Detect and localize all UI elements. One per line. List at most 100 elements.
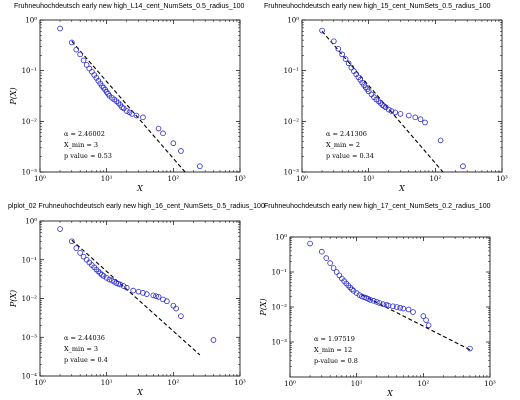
data-point — [133, 112, 140, 119]
data-point — [135, 288, 142, 295]
x-tick-label: 10³ — [496, 175, 508, 183]
data-point — [345, 60, 352, 67]
y-tick-label: 10⁻³ — [22, 169, 38, 177]
x-tick-label: 10³ — [484, 380, 496, 388]
fit-stat-0: α = 2.46002 — [64, 130, 105, 138]
fit-stat-1: X_min = 2 — [326, 141, 360, 149]
data-point — [323, 255, 330, 261]
y-tick-label: 10⁻⁴ — [22, 373, 38, 381]
data-point — [381, 103, 387, 109]
data-point — [57, 25, 63, 32]
data-point — [140, 114, 146, 121]
data-point — [365, 88, 372, 95]
x-axis-label: X — [136, 184, 143, 193]
y-axis-label: P(X) — [9, 290, 18, 308]
y-tick-label: 10⁻¹ — [272, 269, 288, 277]
data-point — [99, 271, 105, 278]
chart-title: Fruhneuhochdeutsch early new high_15_cen… — [264, 3, 491, 10]
chart-svg: 10⁰ 10¹ 10² 10³ 10⁻⁴ 10⁻³ 10⁻² 10⁻¹ 10⁰ X P(X) α = … — [9, 218, 246, 398]
data-point — [422, 119, 428, 126]
data-point — [437, 137, 444, 144]
data-point — [388, 108, 395, 114]
data-point — [160, 130, 166, 137]
chart-panel-4: Fruhneuhochdeutsch early new high_17_cen… — [259, 200, 520, 400]
fit-line — [71, 239, 201, 356]
data-point — [420, 313, 427, 319]
data-point — [178, 313, 184, 319]
fit-line — [71, 40, 186, 173]
chart-panel-1: Fruhneuhochdeutsch early new high_L14_ce… — [0, 0, 260, 200]
data-point — [357, 77, 364, 83]
data-point — [376, 300, 383, 306]
data-point — [380, 301, 386, 308]
x-tick-label: 10⁰ — [34, 379, 46, 387]
data-point — [170, 302, 177, 309]
data-point — [460, 163, 466, 170]
data-point — [330, 265, 337, 271]
x-axis-label: X — [136, 388, 143, 397]
x-tick-label: 10⁰ — [34, 175, 46, 183]
y-tick-label: 10⁰ — [25, 17, 37, 25]
chart-svg: 10⁰ 10¹ 10² 10³ 10⁻³ 10⁻² 10⁻¹ 10⁰ X P(X) α = 1.97… — [259, 234, 496, 399]
fit-stat-1: X_min = 3 — [64, 345, 98, 353]
data-point — [99, 83, 105, 89]
data-point — [178, 148, 184, 154]
y-tick-label: 10⁻³ — [22, 334, 38, 342]
data-point — [331, 38, 337, 45]
y-tick-label: 10⁻² — [22, 118, 38, 126]
data-point — [335, 46, 342, 52]
data-point — [77, 250, 83, 256]
x-tick-label: 10⁰ — [284, 380, 296, 388]
y-tick-label: 10⁻² — [22, 295, 38, 303]
data-point — [155, 294, 162, 300]
y-axis-label: P(X) — [9, 87, 18, 105]
data-point — [319, 248, 325, 255]
data-point — [140, 290, 146, 296]
x-tick-label: 10³ — [234, 379, 246, 387]
data-point — [342, 56, 349, 62]
fit-stat-2: p value = 0.4 — [64, 356, 108, 364]
chart-svg: 10⁰ 10¹ 10² 10³ 10⁻³ 10⁻² 10⁻¹ 10⁰ Xα = 2.41306 X… — [284, 17, 508, 194]
data-point — [425, 322, 432, 329]
data-point — [103, 275, 110, 281]
data-point — [144, 291, 150, 297]
data-point — [117, 281, 124, 288]
data-point — [333, 269, 340, 275]
y-tick-label: 10⁰ — [287, 17, 299, 25]
fit-stat-0: α = 2.41306 — [326, 130, 367, 138]
data-point — [319, 27, 325, 34]
chart-panel-2: Fruhneuhochdeutsch early new high_15_cen… — [260, 0, 520, 200]
data-point — [397, 304, 404, 311]
data-point — [80, 253, 87, 260]
y-axis-label: P(X) — [259, 298, 268, 316]
y-tick-label: 10⁻³ — [272, 339, 288, 347]
y-tick-label: 10⁻² — [272, 304, 288, 312]
fit-line — [361, 294, 471, 351]
data-point — [80, 57, 87, 64]
data-point — [197, 163, 203, 170]
y-tick-label: 10⁻² — [284, 118, 300, 126]
data-point — [417, 116, 424, 123]
data-point — [123, 284, 130, 291]
x-tick-label: 10¹ — [351, 380, 363, 388]
data-point — [86, 65, 93, 72]
data-point — [370, 298, 377, 304]
y-tick-label: 10⁰ — [275, 234, 287, 242]
chart-title: Fruhneuhochdeutsch early new high_L14_ce… — [14, 3, 245, 10]
chart-svg: 10⁰ 10¹ 10² 10³ 10⁻³ 10⁻² 10⁻¹ 10⁰ X P(X) α = 2.46… — [9, 17, 246, 194]
fit-stat-2: p-value = 0.8 — [314, 357, 358, 365]
chart-title: Fruhneuhochdeutsch early new high_17_cen… — [264, 203, 491, 210]
y-tick-label: 10⁻¹ — [22, 67, 38, 75]
x-tick-label: 10² — [167, 379, 179, 387]
data-point — [173, 305, 179, 312]
fit-stat-0: α = 2.44036 — [64, 334, 105, 342]
data-point — [327, 260, 333, 266]
chart-panel-3: plplot_02 Fruhneuhochdeutsch early new h… — [0, 200, 265, 400]
data-point — [77, 51, 83, 58]
data-point — [405, 306, 412, 313]
fit-stat-1: X_min = 3 — [64, 141, 98, 149]
data-point — [150, 292, 157, 299]
x-tick-label: 10² — [167, 175, 179, 183]
data-point — [83, 256, 90, 263]
data-point — [394, 304, 400, 310]
